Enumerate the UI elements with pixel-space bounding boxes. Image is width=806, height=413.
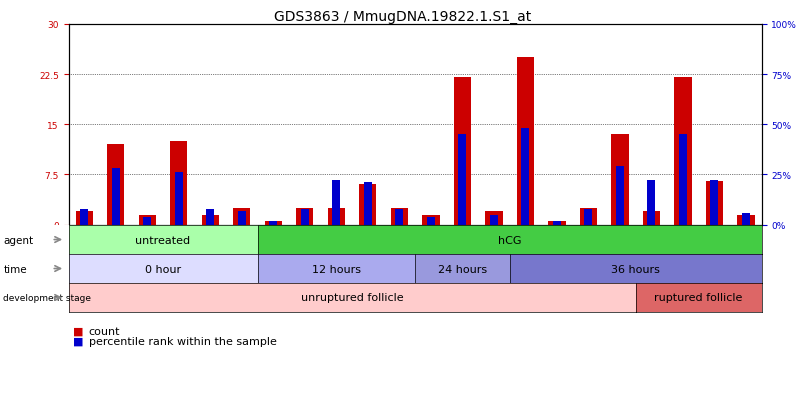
Bar — [459, 135, 467, 225]
Bar — [296, 209, 314, 225]
Bar — [737, 215, 754, 225]
Bar — [332, 181, 340, 225]
Bar — [742, 213, 750, 225]
Bar — [364, 183, 372, 225]
Bar — [642, 212, 660, 225]
Text: ruptured follicle: ruptured follicle — [654, 293, 743, 303]
Text: ■: ■ — [73, 336, 83, 346]
Bar — [269, 221, 277, 225]
Bar — [454, 78, 471, 225]
Text: 24 hours: 24 hours — [438, 264, 487, 274]
Bar — [490, 215, 498, 225]
Bar — [396, 209, 403, 225]
Bar — [706, 182, 723, 225]
Bar — [170, 142, 188, 225]
Bar — [616, 167, 624, 225]
Bar — [175, 173, 183, 225]
Bar — [264, 222, 282, 225]
Bar — [548, 222, 566, 225]
Text: 0 hour: 0 hour — [145, 264, 181, 274]
Bar — [553, 221, 561, 225]
Bar — [206, 209, 214, 225]
Bar — [143, 217, 152, 225]
Bar — [81, 209, 88, 225]
Bar — [328, 209, 345, 225]
Bar — [359, 185, 376, 225]
Bar — [647, 181, 655, 225]
Text: development stage: development stage — [3, 293, 91, 302]
Text: percentile rank within the sample: percentile rank within the sample — [89, 336, 276, 346]
Bar — [611, 135, 629, 225]
Bar — [584, 209, 592, 225]
Bar — [521, 129, 530, 225]
Bar — [427, 217, 434, 225]
Bar — [485, 212, 502, 225]
Bar — [422, 215, 439, 225]
Bar — [107, 145, 124, 225]
Text: ■: ■ — [73, 326, 83, 336]
Bar — [139, 215, 156, 225]
Bar — [112, 169, 120, 225]
Bar — [517, 58, 534, 225]
Bar — [301, 209, 309, 225]
Text: hCG: hCG — [498, 235, 521, 245]
Bar — [202, 215, 219, 225]
Bar — [710, 181, 718, 225]
Text: untreated: untreated — [135, 235, 190, 245]
Text: unruptured follicle: unruptured follicle — [301, 293, 403, 303]
Bar — [580, 209, 597, 225]
Text: time: time — [3, 264, 27, 274]
Bar — [233, 209, 251, 225]
Text: GDS3863 / MmugDNA.19822.1.S1_at: GDS3863 / MmugDNA.19822.1.S1_at — [274, 10, 532, 24]
Bar — [238, 211, 246, 225]
Bar — [675, 78, 692, 225]
Text: 12 hours: 12 hours — [312, 264, 361, 274]
Text: count: count — [89, 326, 120, 336]
Bar — [391, 209, 408, 225]
Bar — [76, 212, 93, 225]
Bar — [679, 135, 687, 225]
Text: agent: agent — [3, 235, 34, 245]
Text: 36 hours: 36 hours — [611, 264, 660, 274]
